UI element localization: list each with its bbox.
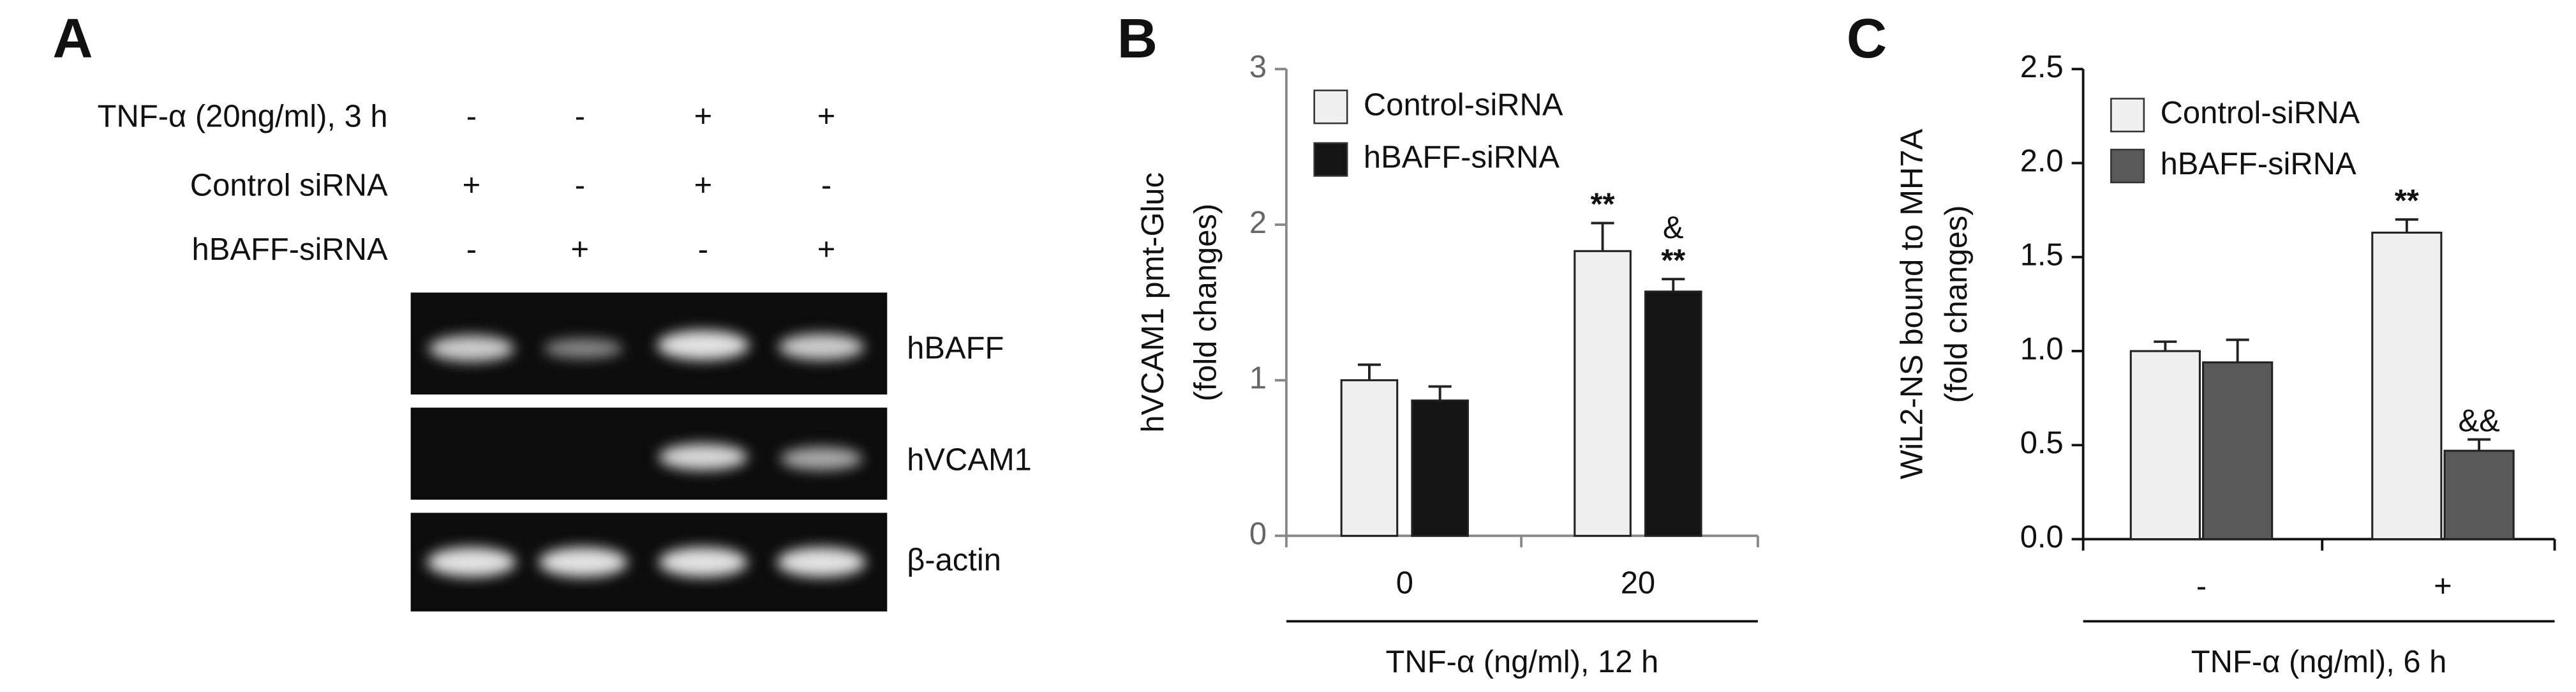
gel-band <box>544 338 623 359</box>
x-tick-label: 0 <box>1396 566 1413 601</box>
condition-sign: + <box>463 168 481 202</box>
row-label: Control siRNA <box>190 168 388 202</box>
gel-band <box>780 447 863 470</box>
band-label: β-actin <box>907 543 1001 577</box>
significance-mark: && <box>2458 404 2499 439</box>
panel-letter: C <box>1847 7 1887 70</box>
x-axis-label: TNF-α (ng/ml), 12 h <box>1386 645 1659 679</box>
condition-sign: + <box>694 168 713 202</box>
legend-label: Control-siRNA <box>1364 87 1563 122</box>
y-axis-label: (fold changes) <box>1188 204 1223 402</box>
error-bar <box>1662 278 1685 292</box>
y-tick-label: 0.5 <box>2020 426 2064 460</box>
gel-band <box>659 547 748 577</box>
significance-mark: ** <box>2395 184 2419 218</box>
legend-swatch <box>2110 98 2145 133</box>
condition-sign: + <box>571 232 590 267</box>
gel-band <box>539 547 628 577</box>
x-tick-label: + <box>2434 569 2452 604</box>
bar <box>2443 449 2515 541</box>
error-bar <box>1357 363 1381 380</box>
condition-sign: - <box>698 232 708 267</box>
band-label: hVCAM1 <box>907 442 1032 477</box>
bar <box>1340 379 1399 537</box>
condition-sign: - <box>575 99 585 133</box>
y-axis-label: hVCAM1 pmt-Gluc <box>1136 172 1170 433</box>
condition-sign: + <box>694 99 713 133</box>
condition-sign: - <box>821 168 831 202</box>
legend-label: hBAFF-siRNA <box>2161 147 2356 181</box>
gel-band <box>427 547 516 577</box>
row-label: hBAFF-siRNA <box>192 232 388 267</box>
panel-letter: A <box>52 7 93 70</box>
x-axis-label: TNF-α (ng/ml), 6 h <box>2191 645 2447 679</box>
error-bar <box>1428 385 1452 401</box>
gel-band <box>777 547 866 577</box>
bar <box>1574 250 1632 537</box>
gel-band <box>778 333 865 360</box>
y-tick-label: 1.5 <box>2020 238 2064 273</box>
significance-mark: & <box>1663 211 1684 245</box>
bar <box>2371 231 2443 541</box>
significance-mark: ** <box>1661 243 1685 278</box>
y-axis-label: WiL2-NS bound to MH7A <box>1895 128 1929 479</box>
y-tick-label: 2.0 <box>2020 144 2064 178</box>
bar <box>2129 350 2201 541</box>
y-tick-label: 2.5 <box>2020 50 2064 84</box>
y-tick-label: 1 <box>1249 361 1267 396</box>
gel-band <box>428 335 514 362</box>
condition-sign: + <box>817 99 836 133</box>
row-label: TNF-α (20ng/ml), 3 h <box>98 99 388 133</box>
gel-band <box>659 444 748 470</box>
condition-sign: - <box>466 99 477 133</box>
bar <box>2202 361 2274 541</box>
y-tick-label: 0.0 <box>2020 520 2064 554</box>
condition-sign: - <box>466 232 477 267</box>
x-tick-label: 20 <box>1621 566 1655 601</box>
error-bar <box>1591 222 1614 252</box>
y-tick-label: 0 <box>1249 516 1267 551</box>
y-tick-label: 3 <box>1249 50 1267 84</box>
legend-swatch <box>1313 142 1348 177</box>
legend-label: hBAFF-siRNA <box>1364 140 1560 175</box>
gel-image <box>410 292 888 612</box>
condition-sign: - <box>575 168 585 202</box>
error-bar <box>2154 340 2177 351</box>
legend-swatch <box>1313 89 1348 124</box>
significance-mark: ** <box>1591 188 1615 222</box>
band-label: hBAFF <box>907 331 1004 365</box>
condition-sign: + <box>817 232 836 267</box>
x-tick-label: - <box>2196 569 2207 604</box>
bar <box>1411 399 1469 537</box>
y-tick-label: 2 <box>1249 206 1267 240</box>
y-axis-label: (fold changes) <box>1939 205 1974 403</box>
y-tick-label: 1.0 <box>2020 332 2064 366</box>
legend-label: Control-siRNA <box>2161 96 2360 130</box>
gel-band <box>657 330 750 360</box>
legend-swatch <box>2110 149 2145 184</box>
error-bar <box>2226 338 2249 363</box>
panel-letter: B <box>1117 7 1158 70</box>
error-bar <box>2395 218 2418 233</box>
error-bar <box>2468 438 2491 451</box>
bar <box>1644 290 1702 537</box>
